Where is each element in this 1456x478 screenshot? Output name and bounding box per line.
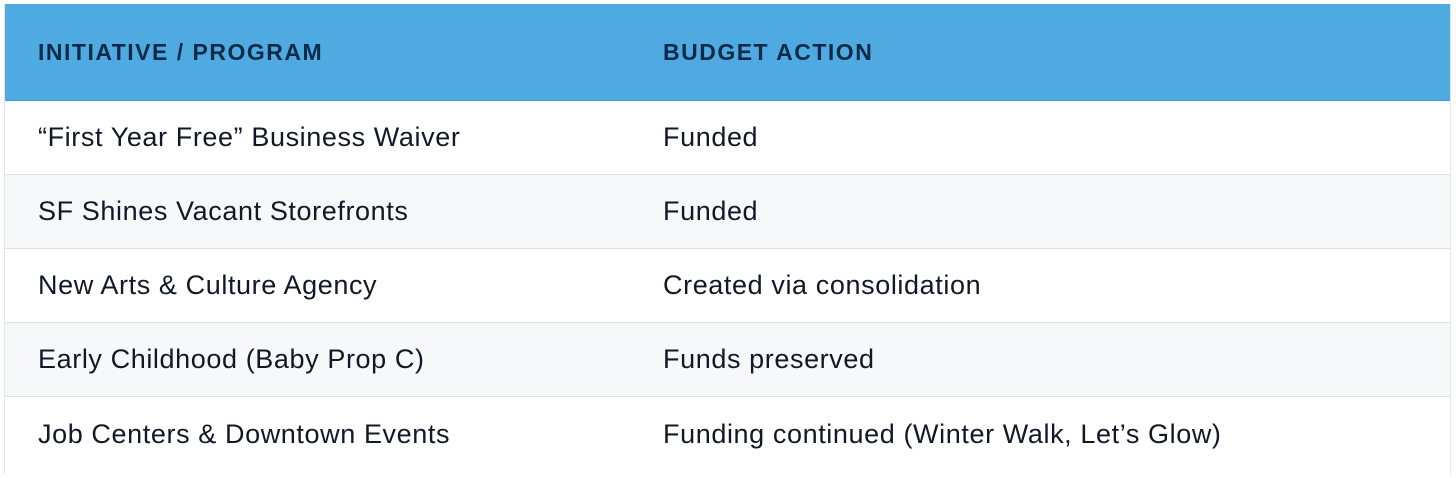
budget-action-cell: Funds preserved	[663, 344, 875, 374]
table-row: Early Childhood (Baby Prop C) Funds pres…	[5, 323, 1450, 397]
table-row: SF Shines Vacant Storefronts Funded	[5, 175, 1450, 249]
budget-action-cell: Funded	[663, 122, 759, 152]
initiative-cell: “First Year Free” Business Waiver	[38, 122, 461, 152]
table-row: Job Centers & Downtown Events Funding co…	[5, 397, 1450, 471]
budget-action-cell: Created via consolidation	[663, 270, 982, 300]
column-header-budget-action: BUDGET ACTION	[663, 38, 874, 65]
initiative-cell: SF Shines Vacant Storefronts	[38, 196, 409, 226]
table-header-row: INITIATIVE / PROGRAM BUDGET ACTION	[5, 4, 1450, 101]
initiative-cell: Early Childhood (Baby Prop C)	[38, 344, 425, 374]
initiative-cell: New Arts & Culture Agency	[38, 270, 378, 300]
budget-action-cell: Funded	[663, 196, 759, 226]
budget-action-cell: Funding continued (Winter Walk, Let’s Gl…	[663, 418, 1222, 449]
table-row: “First Year Free” Business Waiver Funded	[5, 101, 1450, 175]
initiative-cell: Job Centers & Downtown Events	[38, 418, 451, 449]
budget-table: INITIATIVE / PROGRAM BUDGET ACTION “Firs…	[4, 4, 1451, 474]
table-row: New Arts & Culture Agency Created via co…	[5, 249, 1450, 323]
column-header-initiative: INITIATIVE / PROGRAM	[38, 38, 324, 65]
